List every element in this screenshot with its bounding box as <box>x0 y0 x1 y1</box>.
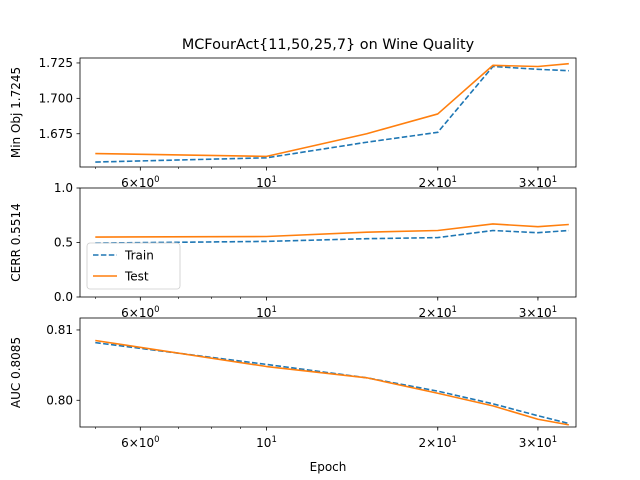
x-tick-label-3: 6×100 <box>121 435 159 450</box>
axes-frame-1 <box>79 57 577 168</box>
x-tick-label-2: 6×100 <box>121 305 159 320</box>
x-tick-label-2: 2×101 <box>419 305 457 320</box>
legend-label-test: Test <box>124 269 149 283</box>
subplot-1: 1.675 1.700 1.725 Min Obj 1.7245 6×100 101 2×1… <box>9 56 577 190</box>
x-tick-label-2: 101 <box>256 305 277 320</box>
x-tick-label-1: 101 <box>256 175 277 190</box>
series-line-test-2 <box>95 223 569 238</box>
subplots: 1.675 1.700 1.725 Min Obj 1.7245 6×100 101 2×1… <box>9 56 577 450</box>
y-axis-label-2: CERR 0.5514 <box>9 203 23 281</box>
series-line-train-1 <box>95 65 569 163</box>
series-line-test-1 <box>95 62 569 158</box>
subplot-2: 0.0 0.5 1.0 CERR 0.5514 6×100 101 2×101 3×101 Tr… <box>9 181 577 320</box>
y-tick-label-3: 0.80 <box>46 393 73 407</box>
y-tick-label-1: 1.675 <box>39 127 73 141</box>
x-tick-label-1: 2×101 <box>419 175 457 190</box>
y-tick-label-3: 0.81 <box>46 323 73 337</box>
series-line-test-3 <box>95 339 569 426</box>
legend-label-train: Train <box>124 248 154 262</box>
y-tick-label-1: 1.725 <box>39 56 73 70</box>
y-tick-label-2: 0.0 <box>54 290 73 304</box>
axes-frame-3 <box>79 317 577 428</box>
x-tick-label-1: 3×101 <box>519 175 557 190</box>
y-tick-label-2: 1.0 <box>54 181 73 195</box>
x-tick-label-1: 6×100 <box>121 175 159 190</box>
chart-title: MCFourAct{11,50,25,7} on Wine Quality <box>182 37 475 53</box>
x-axis-label: Epoch <box>310 460 347 474</box>
x-tick-label-2: 3×101 <box>519 305 557 320</box>
subplot-3: 0.80 0.81 AUC 0.8085 6×100 101 2×101 3×101 <box>9 317 577 450</box>
x-tick-label-3: 2×101 <box>419 435 457 450</box>
series-line-train-2 <box>95 229 569 244</box>
legend: Train Test <box>86 242 181 290</box>
y-axis-label-3: AUC 0.8085 <box>9 337 23 408</box>
series-line-train-3 <box>95 341 570 425</box>
x-tick-label-3: 101 <box>256 435 277 450</box>
y-tick-label-2: 0.5 <box>54 236 73 250</box>
x-tick-label-3: 3×101 <box>519 435 557 450</box>
y-tick-label-1: 1.700 <box>39 92 73 106</box>
y-axis-label-1: Min Obj 1.7245 <box>9 67 23 158</box>
